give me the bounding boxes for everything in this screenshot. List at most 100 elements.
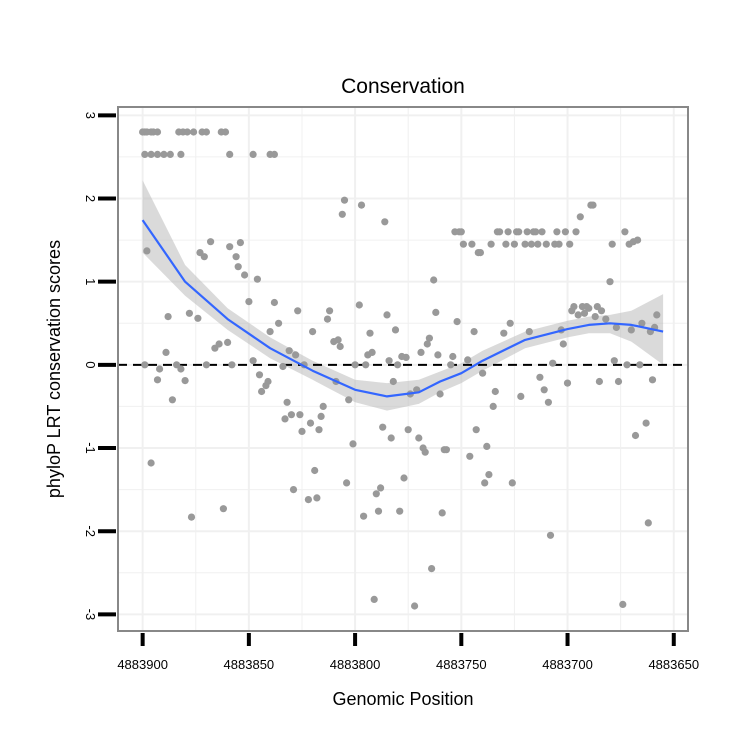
data-point xyxy=(457,228,465,236)
data-point xyxy=(275,319,283,327)
data-point xyxy=(585,304,593,312)
data-point xyxy=(466,452,474,460)
data-point xyxy=(147,459,155,467)
x-tick-label: 4883800 xyxy=(330,657,381,672)
data-point xyxy=(241,271,249,279)
data-point xyxy=(292,351,300,359)
data-point xyxy=(253,275,261,283)
data-point xyxy=(153,128,162,136)
data-point xyxy=(476,249,484,257)
data-point xyxy=(162,348,170,356)
data-point xyxy=(421,448,429,456)
data-point xyxy=(194,314,202,322)
data-point xyxy=(319,402,327,410)
data-point xyxy=(236,239,244,247)
data-point xyxy=(631,431,640,440)
x-tick-label: 4883750 xyxy=(436,657,487,672)
data-point xyxy=(168,396,176,404)
x-tick-label: 4883900 xyxy=(117,657,168,672)
data-point xyxy=(555,240,563,248)
data-point xyxy=(468,240,476,248)
data-point xyxy=(470,328,478,336)
data-point xyxy=(394,361,402,369)
data-point xyxy=(472,426,480,434)
data-point xyxy=(185,309,193,317)
data-point xyxy=(648,376,657,384)
data-point xyxy=(540,386,548,394)
data-point xyxy=(489,402,497,410)
data-point xyxy=(580,309,589,317)
data-point xyxy=(264,377,272,386)
data-point xyxy=(234,263,242,271)
data-point xyxy=(249,357,257,365)
data-point xyxy=(589,201,597,209)
data-point xyxy=(219,505,227,513)
data-point xyxy=(483,442,491,450)
data-point xyxy=(627,326,635,334)
data-point xyxy=(481,479,489,487)
data-point xyxy=(296,411,304,419)
data-point xyxy=(232,253,240,261)
data-point xyxy=(349,440,357,448)
data-point xyxy=(595,377,604,386)
data-point xyxy=(621,228,629,236)
panel-border xyxy=(117,106,689,632)
data-point xyxy=(449,352,457,361)
data-point xyxy=(523,228,531,236)
data-point xyxy=(572,228,580,236)
data-point xyxy=(315,426,323,434)
data-point xyxy=(400,474,408,482)
confidence-ribbon xyxy=(142,180,664,411)
data-point xyxy=(521,240,529,248)
data-point xyxy=(642,419,650,427)
data-point xyxy=(636,361,644,369)
data-point xyxy=(255,371,264,379)
data-point xyxy=(487,240,495,248)
data-point xyxy=(563,379,572,387)
data-point xyxy=(442,446,450,454)
data-point xyxy=(177,150,185,158)
data-point xyxy=(411,602,419,610)
data-point xyxy=(508,479,516,487)
data-point xyxy=(570,303,578,311)
data-point xyxy=(614,377,623,386)
chart-title: Conservation xyxy=(341,75,465,98)
data-point xyxy=(546,531,555,539)
data-point xyxy=(597,307,606,315)
data-point xyxy=(289,486,298,494)
data-point xyxy=(334,336,342,344)
data-point xyxy=(200,253,208,261)
data-point xyxy=(202,361,210,369)
data-point xyxy=(602,315,610,323)
data-point xyxy=(634,236,642,244)
data-point xyxy=(559,340,567,348)
data-point xyxy=(428,565,436,573)
data-point xyxy=(377,484,385,492)
data-point xyxy=(644,519,652,527)
data-point xyxy=(141,150,149,158)
data-point xyxy=(417,348,425,356)
data-point xyxy=(311,466,319,475)
data-point xyxy=(215,340,223,348)
data-point xyxy=(653,311,661,319)
data-point xyxy=(381,218,389,226)
data-point xyxy=(153,150,162,158)
data-point xyxy=(383,311,391,319)
data-point xyxy=(500,329,508,337)
data-point xyxy=(576,213,584,221)
x-tick-label: 4883650 xyxy=(648,657,699,672)
data-point xyxy=(326,307,334,315)
data-point xyxy=(491,387,499,396)
data-point xyxy=(313,494,321,502)
data-point xyxy=(612,323,621,331)
data-point xyxy=(425,334,433,342)
data-point xyxy=(496,228,504,236)
data-point xyxy=(323,315,332,323)
data-point xyxy=(336,342,344,351)
data-point xyxy=(485,471,493,479)
scatter-points xyxy=(139,128,661,610)
data-point xyxy=(294,307,302,315)
y-tick-label: -2 xyxy=(83,525,98,537)
data-point xyxy=(285,347,293,355)
